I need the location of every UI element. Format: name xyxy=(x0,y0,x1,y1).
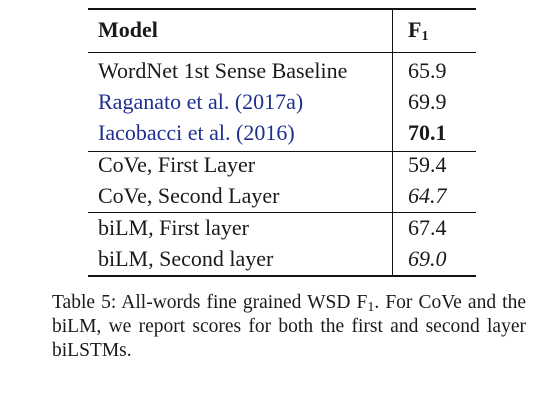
row-cove-first-model: CoVe, First Layer xyxy=(98,152,256,177)
row-bilm-first-model: biLM, First layer xyxy=(98,215,249,240)
row-cove-first-f1: 59.4 xyxy=(408,152,447,177)
row-bilm-second-model: biLM, Second layer xyxy=(98,246,274,271)
row-raganato-f1: 69.9 xyxy=(408,89,447,114)
table-caption: Table 5: All-words fine grained WSD F1. … xyxy=(52,292,526,361)
row-wordnet-f1: 65.9 xyxy=(408,58,447,83)
row-cove-second-model: CoVe, Second Layer xyxy=(98,183,280,208)
header-f1: F1 xyxy=(408,17,429,44)
row-raganato-model: Raganato et al. (2017a) xyxy=(98,89,304,114)
group-rule-1 xyxy=(88,151,476,152)
column-divider xyxy=(392,8,393,277)
header-rule xyxy=(88,52,476,53)
row-wordnet-model: WordNet 1st Sense Baseline xyxy=(98,58,348,83)
row-bilm-first-f1: 67.4 xyxy=(408,215,447,240)
row-iacobacci-model: Iacobacci et al. (2016) xyxy=(98,120,295,145)
row-bilm-second-f1: 69.0 xyxy=(408,246,447,271)
row-iacobacci-f1: 70.1 xyxy=(408,120,447,145)
top-rule xyxy=(88,8,476,10)
group-rule-2 xyxy=(88,212,476,213)
header-model: Model xyxy=(98,17,158,42)
bottom-rule xyxy=(88,275,476,277)
row-cove-second-f1: 64.7 xyxy=(408,183,447,208)
